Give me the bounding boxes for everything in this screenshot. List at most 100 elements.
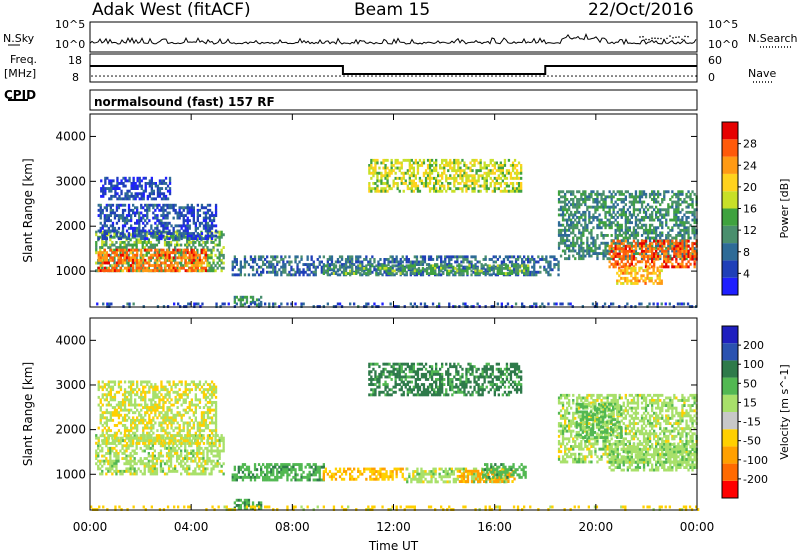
heatmap-cell [117, 230, 120, 234]
heatmap-cell [154, 221, 157, 225]
heatmap-cell [566, 221, 569, 225]
heatmap-cell [453, 161, 456, 165]
heatmap-cell [578, 228, 581, 232]
heatmap-cell [491, 169, 494, 173]
heatmap-cell [118, 182, 121, 185]
heatmap-cell [278, 268, 281, 272]
heatmap-cell [665, 190, 668, 194]
heatmap-cell [168, 179, 172, 183]
heatmap-cell [381, 273, 384, 277]
heatmap-cell [574, 195, 577, 199]
heatmap-cell [127, 459, 130, 463]
heatmap-cell [210, 264, 213, 268]
heatmap-cell [115, 221, 119, 225]
heatmap-cell [517, 176, 521, 180]
heatmap-cell [110, 187, 113, 190]
heatmap-cell [590, 190, 593, 194]
heatmap-cell [622, 200, 625, 204]
heatmap-cell [347, 260, 350, 264]
heatmap-cell [214, 224, 218, 228]
heatmap-cell [408, 169, 411, 173]
heatmap-cell [572, 231, 575, 235]
heatmap-cell [336, 260, 340, 264]
heatmap-cell [142, 194, 145, 198]
heatmap-cell [443, 158, 446, 162]
heatmap-cell [153, 467, 156, 471]
heatmap-cell [616, 236, 619, 240]
heatmap-cell [368, 187, 371, 191]
heatmap-cell [612, 241, 615, 245]
heatmap-cell [668, 302, 671, 306]
heatmap-cell [139, 469, 142, 473]
heatmap-cell [580, 192, 583, 196]
heatmap-cell [103, 269, 106, 273]
heatmap-cell [111, 464, 114, 468]
heatmap-cell [626, 244, 629, 248]
heatmap-cell [121, 269, 125, 273]
heatmap-cell [584, 192, 587, 196]
heatmap-cell [151, 446, 154, 450]
heatmap-cell [435, 161, 438, 165]
heatmap-cell [467, 176, 470, 180]
heatmap-cell [99, 251, 102, 255]
heatmap-cell [186, 269, 189, 273]
heatmap-cell [438, 302, 441, 306]
heatmap-cell [452, 269, 455, 273]
heatmap-cell [178, 454, 181, 458]
heatmap-cell [564, 231, 567, 235]
heatmap-cell [586, 228, 589, 232]
heatmap-cell [186, 261, 189, 265]
heatmap-cell [449, 164, 452, 167]
heatmap-cell [483, 182, 486, 185]
heatmap-cell [564, 213, 567, 217]
heatmap-cell [178, 462, 181, 466]
heatmap-cell [648, 239, 652, 243]
heatmap-cell [140, 251, 143, 255]
heatmap-cell [210, 214, 214, 217]
heatmap-cell [612, 216, 615, 219]
heatmap-cell [624, 247, 627, 251]
heatmap-cell [549, 263, 552, 266]
heatmap-cell [686, 302, 690, 306]
heatmap-cell [659, 203, 662, 207]
heatmap-cell [239, 263, 242, 266]
heatmap-cell [97, 214, 100, 217]
heatmap-cell [142, 237, 145, 241]
heatmap-cell [113, 243, 116, 247]
heatmap-cell [602, 205, 605, 209]
heatmap-cell [97, 464, 100, 468]
heatmap-cell [618, 252, 621, 256]
heatmap-cell [608, 247, 611, 251]
heatmap-cell [606, 244, 609, 248]
heatmap-cell [659, 255, 662, 258]
heatmap-cell [145, 230, 148, 234]
heatmap-cell [608, 249, 611, 253]
heatmap-cell [180, 444, 183, 448]
heatmap-cell [146, 266, 149, 270]
heatmap-cell [661, 244, 664, 248]
heatmap-cell [154, 253, 157, 257]
heatmap-cell [99, 226, 102, 230]
heatmap-cell [95, 233, 98, 237]
heatmap-cell [300, 258, 303, 261]
heatmap-cell [586, 249, 589, 253]
heatmap-cell [134, 206, 137, 210]
heatmap-cell [485, 166, 488, 170]
heatmap-cell [514, 269, 518, 273]
heatmap-cell [622, 236, 625, 240]
heatmap-cell [576, 208, 579, 212]
heatmap-cell [113, 464, 116, 468]
heatmap-cell [511, 182, 515, 185]
heatmap-cell [491, 158, 494, 162]
heatmap-cell [140, 203, 143, 207]
heatmap-cell [521, 264, 524, 268]
heatmap-cell [392, 164, 395, 167]
heatmap-cell [167, 449, 171, 453]
heatmap-cell [632, 250, 636, 253]
heatmap-cell [422, 161, 426, 165]
heatmap-cell [461, 187, 464, 191]
heatmap-cell [428, 169, 432, 173]
heatmap-cell [498, 255, 501, 259]
heatmap-cell [184, 224, 187, 228]
heatmap-cell [596, 190, 599, 194]
